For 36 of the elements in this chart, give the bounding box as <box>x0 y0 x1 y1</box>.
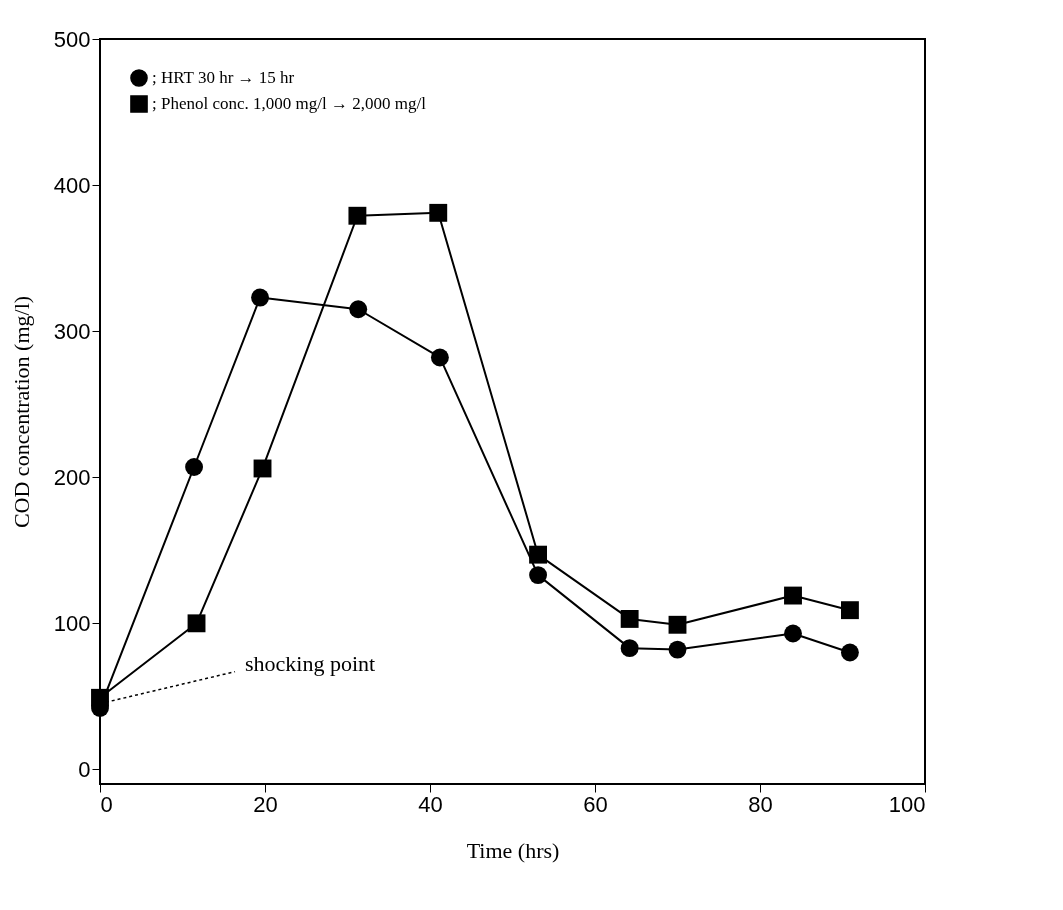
point <box>91 688 109 707</box>
point <box>185 458 203 476</box>
point <box>348 206 367 225</box>
point <box>840 643 859 662</box>
point <box>529 545 548 564</box>
point <box>251 288 269 307</box>
x-axis-title: Time (hrs) <box>466 837 560 863</box>
x-tick-label: 0 <box>100 791 113 817</box>
y-tick-label: 0 <box>78 756 91 782</box>
annotation: shocking point <box>245 650 376 676</box>
x-tick-label: 80 <box>748 791 773 817</box>
y-tick-label: 400 <box>53 172 91 198</box>
point <box>620 639 639 658</box>
point <box>784 586 802 605</box>
x-tick-label: 20 <box>253 791 278 817</box>
point <box>840 601 859 620</box>
y-tick-label: 100 <box>53 610 91 636</box>
y-axis-title: COD concentration (mg/l) <box>8 295 34 529</box>
x-tick-label: 40 <box>418 791 443 817</box>
y-tick-label: 200 <box>53 464 91 490</box>
point <box>187 614 206 633</box>
point <box>620 609 639 628</box>
point <box>784 624 802 643</box>
point <box>668 615 687 634</box>
point <box>429 203 448 222</box>
y-tick-label: 500 <box>53 26 91 52</box>
point <box>349 300 368 319</box>
legend-label: ; HRT 30 hr → 15 hr <box>152 68 295 87</box>
x-tick-label: 60 <box>583 791 608 817</box>
point <box>668 640 687 659</box>
point <box>253 459 272 478</box>
legend-label: ; Phenol conc. 1,000 mg/l → 2,000 mg/l <box>152 94 427 113</box>
y-tick-label: 300 <box>53 318 91 344</box>
point <box>529 566 548 585</box>
x-tick-label: 100 <box>888 791 926 817</box>
point <box>430 348 449 367</box>
